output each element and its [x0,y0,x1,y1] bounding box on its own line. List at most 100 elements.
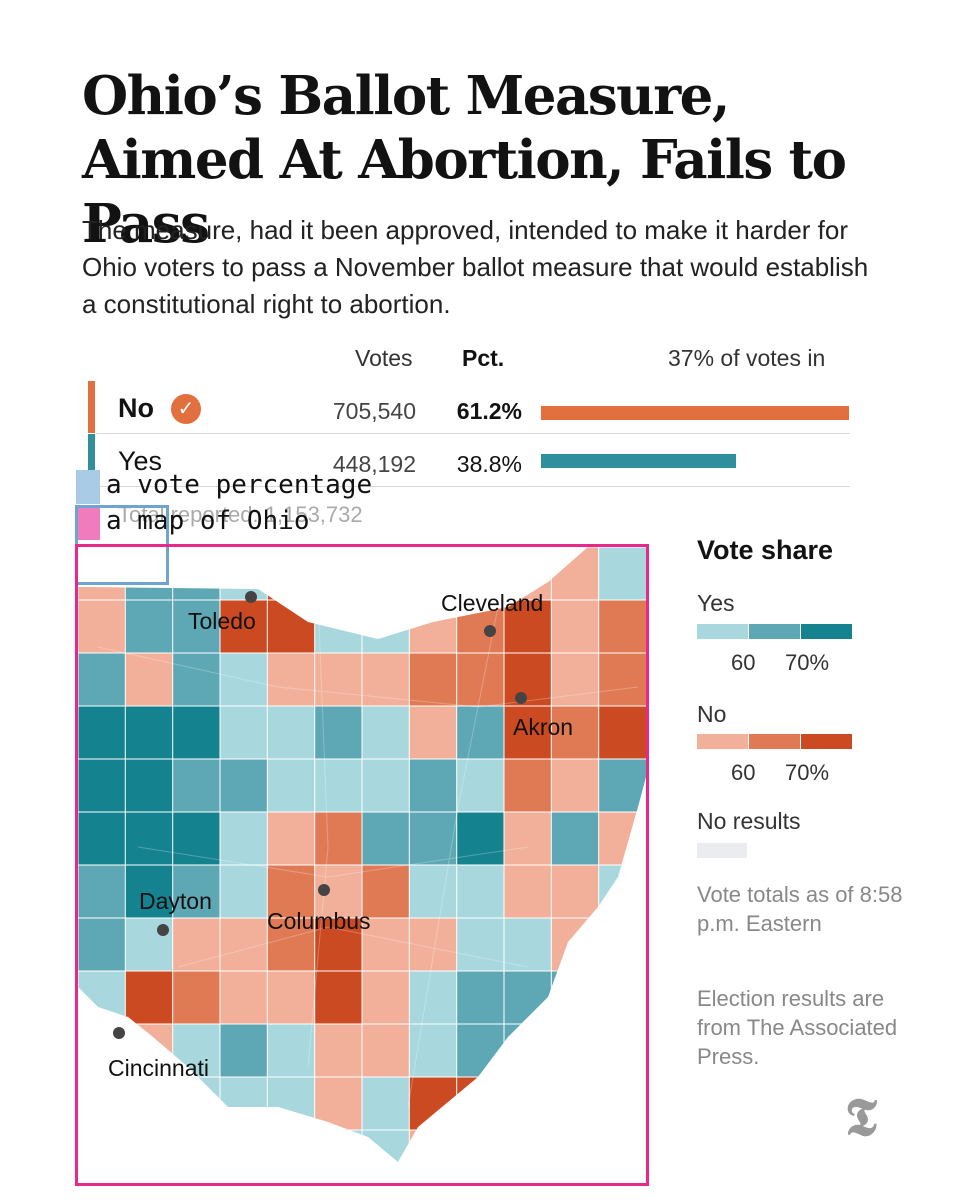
no-row-pct: 61.2% [456,398,522,424]
legend-no-swatch-high [801,734,852,749]
county-cell [314,1023,363,1078]
county-cell [266,547,316,601]
ohio-county-map: Toledo Cleveland Akron Dayton Columbus C… [78,547,646,1162]
county-cell [172,811,221,866]
county-cell [172,1076,221,1131]
columbus-marker [318,884,330,896]
cleveland-marker [484,625,496,637]
county-cell [78,758,127,813]
county-cell [550,599,600,654]
county-cell [408,970,458,1025]
legend-yes-tick-60: 60 [731,650,756,675]
county-cell [314,917,363,972]
pct-column-header: Pct. [462,345,505,371]
county-cell [408,864,458,919]
legend-no-swatch-mid [749,734,800,749]
county-cell [78,705,127,760]
county-cell [219,1076,269,1131]
yes-row-color-bar [88,434,95,486]
county-cell [408,1076,458,1131]
county-cell [503,1023,553,1078]
legend-no-results-swatch [697,843,747,858]
county-cell [219,758,269,813]
county-cell [172,599,221,654]
annotation-swatch-vote-percentage [76,470,100,504]
city-label-toledo: Toledo [188,608,256,634]
county-cell [314,705,363,760]
county-cell [266,1076,316,1131]
county-cell [550,970,600,1025]
county-cell [266,652,316,707]
county-cell [550,1076,600,1131]
legend-no-label: No [697,701,727,727]
county-cell [361,970,411,1025]
county-cell [124,652,174,707]
county-cell [78,1129,127,1162]
county-cell [408,758,458,813]
county-cell [550,705,600,760]
county-cell [172,917,221,972]
city-markers: Toledo Cleveland Akron Dayton Columbus C… [108,590,573,1081]
county-cell [361,705,411,760]
county-cell [78,1076,127,1131]
county-cell [219,705,269,760]
county-cell [456,1076,506,1131]
county-cell [124,1129,174,1162]
county-cell [408,811,458,866]
county-cell [598,864,646,919]
county-cell [78,811,127,866]
county-cell [408,705,458,760]
county-cell [124,970,174,1025]
county-cell [124,599,174,654]
county-cell [314,758,363,813]
yes-row-votes: 448,192 [332,451,416,477]
legend-no-results-label: No results [697,808,801,834]
county-cell [503,970,553,1025]
county-cell [408,1023,458,1078]
row-divider [96,486,850,487]
county-cell [124,811,174,866]
county-cell [219,811,269,866]
county-cell [361,1023,411,1078]
county-cell [598,547,646,601]
county-cell [219,1129,269,1162]
county-cell [266,864,316,919]
county-cell [314,970,363,1025]
legend-no-swatch-low [697,734,748,749]
county-cell [598,917,646,972]
map-frame: Toledo Cleveland Akron Dayton Columbus C… [75,544,649,1186]
county-cell [361,917,411,972]
annotation-vote-percentage: a vote percentage [106,470,373,500]
county-cell [550,652,600,707]
county-cell [598,652,646,707]
county-cell [503,1129,553,1162]
county-cell [172,705,221,760]
county-cell [598,1076,646,1131]
county-cell [361,864,411,919]
county-cell [266,758,316,813]
legend-yes-swatch-mid [749,624,800,639]
county-cell [78,599,127,654]
votes-column-header: Votes [355,345,413,371]
county-cell [361,1129,411,1162]
legend-yes-swatch-low [697,624,748,639]
county-cell [124,864,174,919]
county-cell [550,1023,600,1078]
road-lines [97,596,639,1108]
county-cell [550,547,600,601]
county-cell [550,758,600,813]
source-note: Election results are from The Associated… [697,986,898,1069]
dek: The measure, had it been approved, inten… [82,215,869,319]
county-cell [78,917,127,972]
legend-yes-label: Yes [697,590,735,616]
county-cell [456,1129,506,1162]
county-cell [78,547,127,601]
county-cell [219,917,269,972]
row-divider [96,433,850,434]
county-cell [172,1129,221,1162]
county-cell [314,547,363,601]
legend-title: Vote share [697,535,834,565]
city-label-cleveland: Cleveland [441,590,543,616]
city-label-akron: Akron [513,714,573,740]
county-cell [266,970,316,1025]
